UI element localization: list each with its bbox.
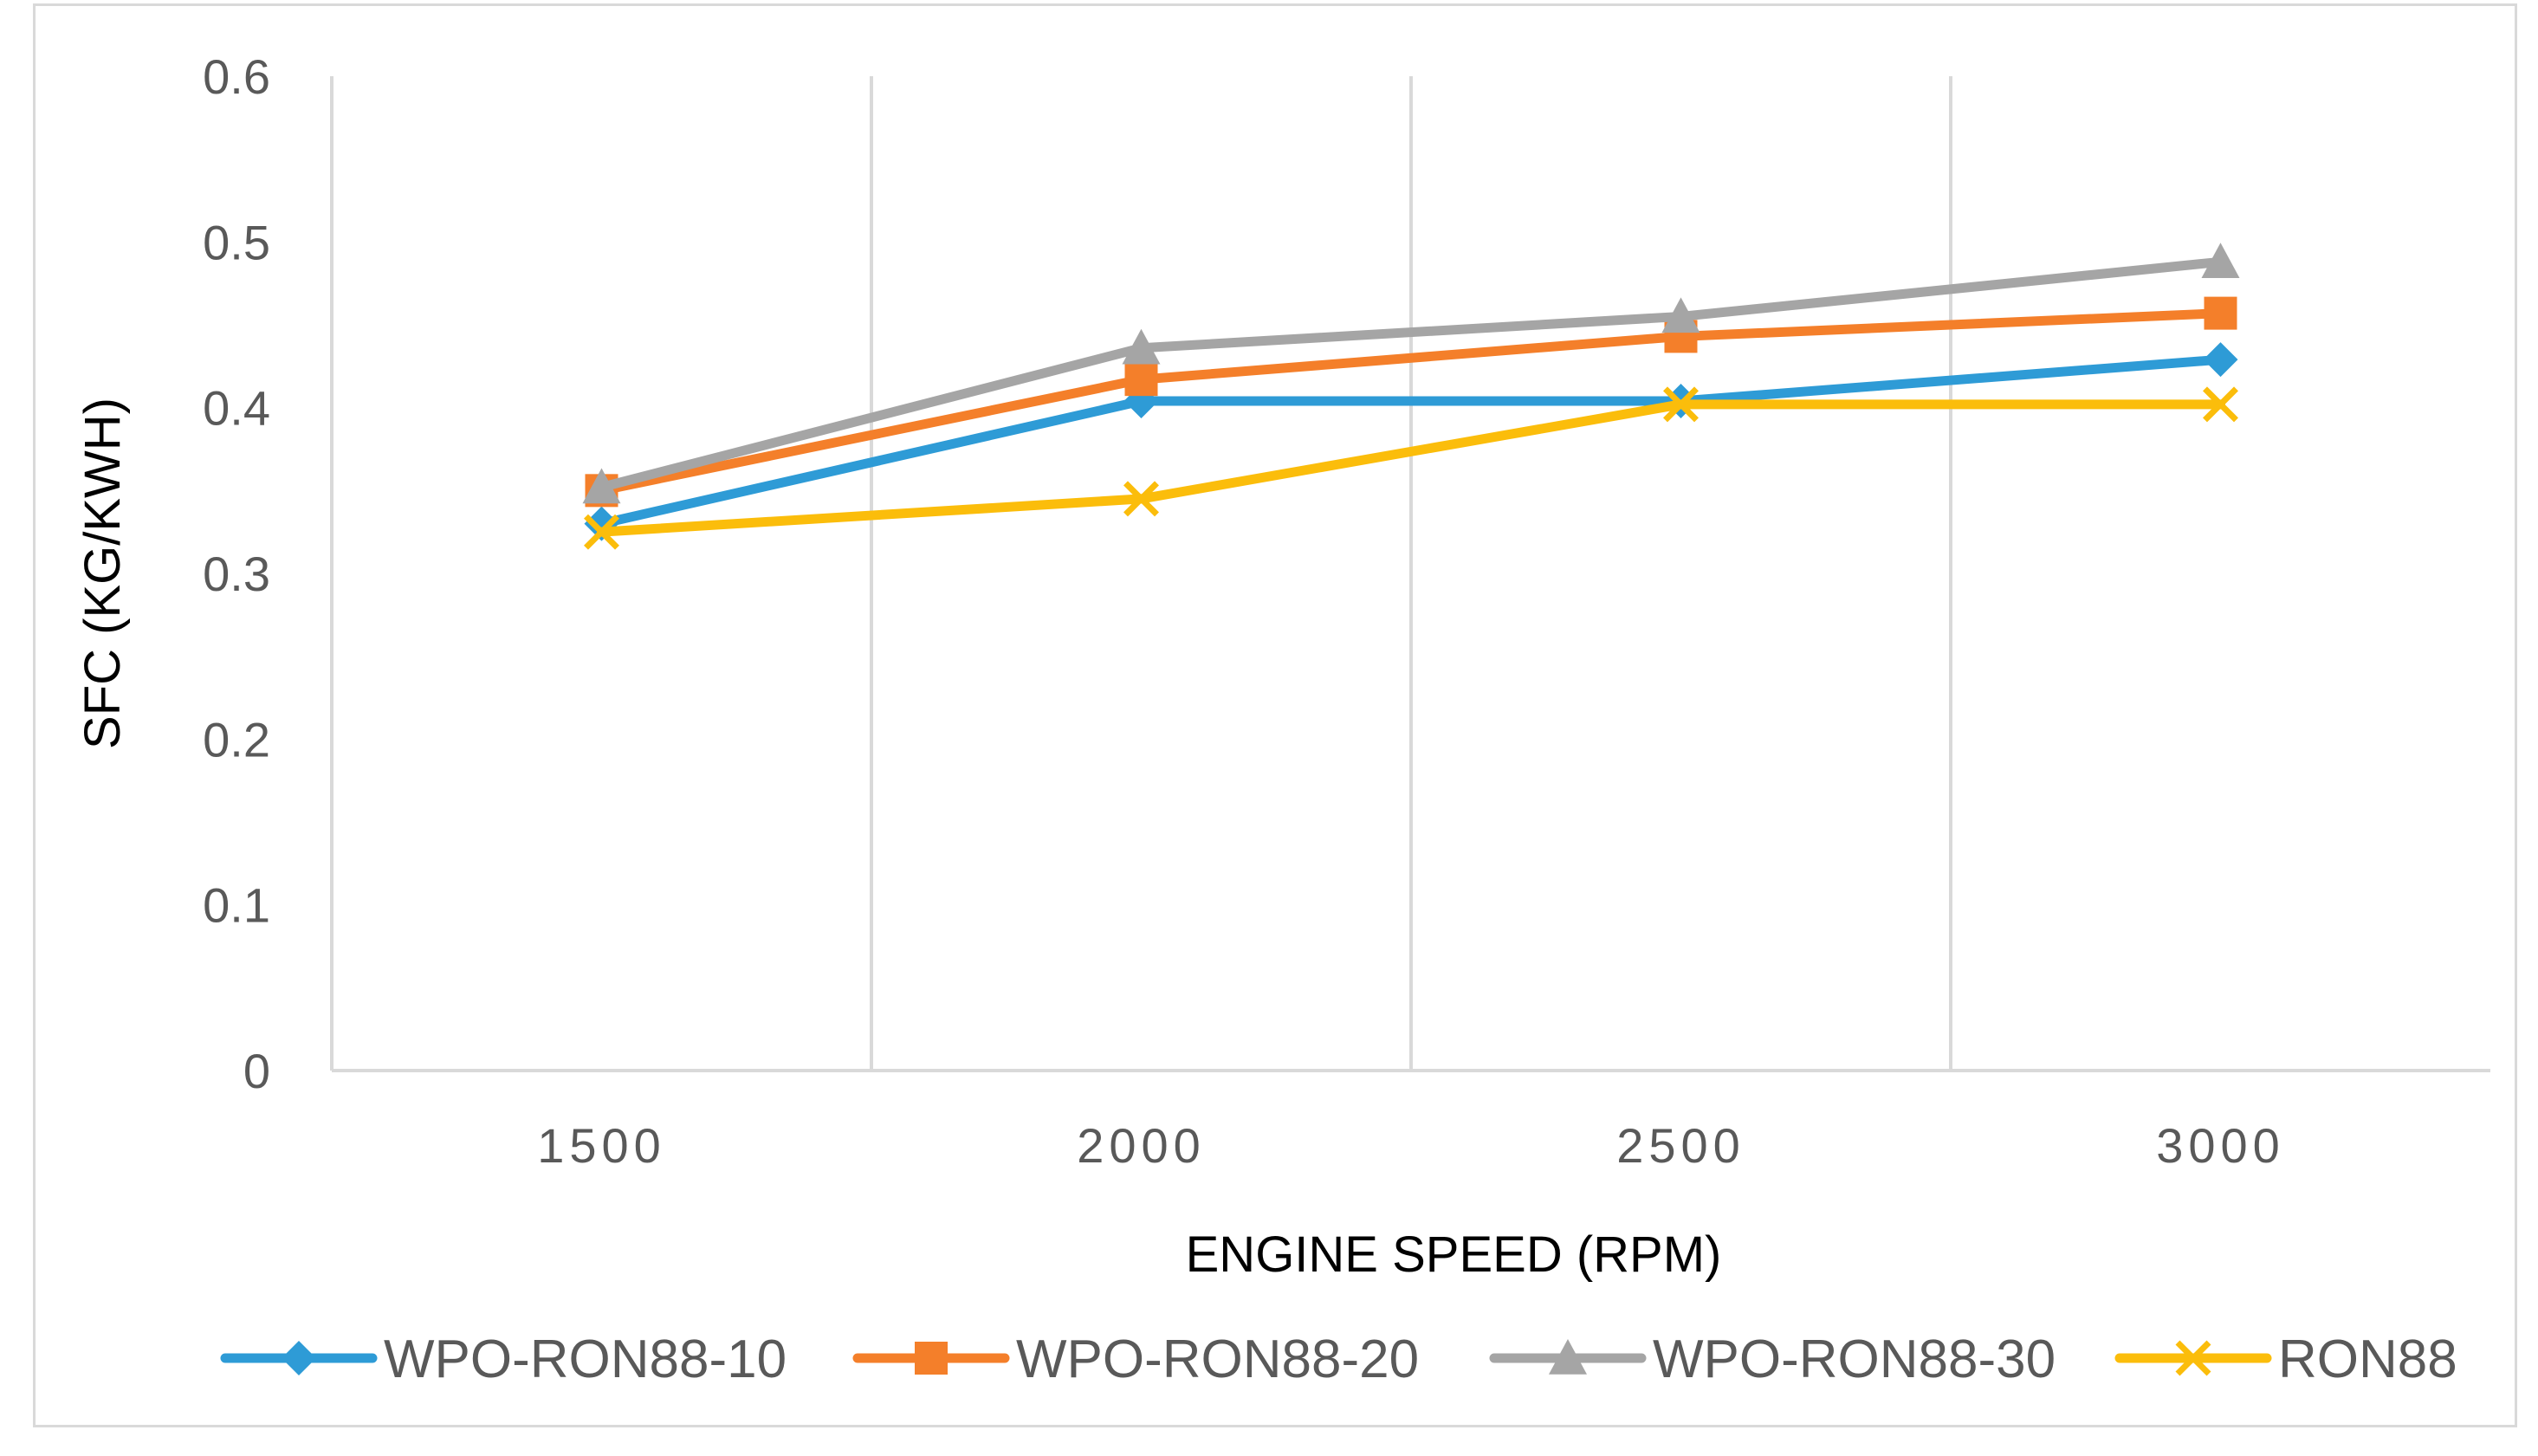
series-4: [584, 386, 2238, 550]
data-point-x: [1123, 481, 1159, 517]
x-tick-label: 1500: [537, 1118, 666, 1173]
legend-item: RON88: [2114, 1330, 2457, 1389]
x-tick-label: 2500: [1616, 1118, 1745, 1173]
legend-item: WPO-RON88-20: [852, 1330, 1419, 1389]
data-point-triangle: [582, 468, 621, 504]
legend-label: WPO-RON88-20: [1016, 1330, 1419, 1389]
legend-marker-x: [2175, 1340, 2211, 1376]
legend-label: WPO-RON88-10: [384, 1330, 787, 1389]
legend-marker-diamond: [282, 1341, 316, 1375]
y-tick-label: 0.5: [203, 215, 270, 269]
axis-layer: [330, 76, 2490, 1072]
y-tick-label: 0.1: [203, 878, 270, 933]
series-layer: [582, 243, 2240, 550]
data-point-square: [2204, 296, 2237, 330]
legend-label: WPO-RON88-30: [1653, 1330, 2056, 1389]
chart-frame: [33, 3, 2517, 1427]
data-point-triangle: [1661, 297, 1700, 333]
y-tick-label: 0: [243, 1044, 270, 1098]
y-tick-label: 0.6: [203, 49, 270, 104]
legend-item: WPO-RON88-10: [220, 1330, 787, 1389]
series-line: [597, 354, 2225, 529]
series-line: [597, 399, 2225, 537]
data-point-triangle: [1122, 328, 1161, 365]
x-tick-labels: 1500 2000 2500 3000: [537, 1118, 2285, 1173]
y-axis-title: SFC (KG/KWH): [74, 398, 131, 749]
data-point-x: [584, 514, 619, 550]
y-tick-label: 0.3: [203, 547, 270, 601]
data-point-square: [1124, 363, 1158, 397]
legend-marker-triangle: [1549, 1339, 1587, 1375]
grid-layer: [870, 76, 1952, 1071]
legend-item: WPO-RON88-30: [1489, 1330, 2056, 1389]
legend: WPO-RON88-10 WPO-RON88-20 WPO-RON88-30 RON8…: [220, 1330, 2457, 1389]
y-tick-label: 0.2: [203, 712, 270, 767]
y-tick-label: 0.4: [203, 381, 270, 436]
y-tick-labels: 0 0.1 0.2 0.3 0.4 0.5 0.6: [203, 49, 270, 1098]
series-line: [597, 308, 2225, 495]
legend-label: RON88: [2278, 1330, 2457, 1389]
legend-marker-square: [915, 1342, 948, 1375]
x-tick-label: 2000: [1077, 1118, 1206, 1173]
series-line: [597, 256, 2225, 493]
data-point-diamond: [2203, 342, 2238, 378]
x-tick-label: 3000: [2156, 1118, 2285, 1173]
data-point-triangle: [2201, 243, 2240, 278]
x-axis-title: ENGINE SPEED (RPM): [1186, 1226, 1722, 1283]
data-point-x: [2203, 386, 2238, 423]
series-3: [582, 243, 2240, 504]
data-point-x: [1663, 386, 1699, 423]
